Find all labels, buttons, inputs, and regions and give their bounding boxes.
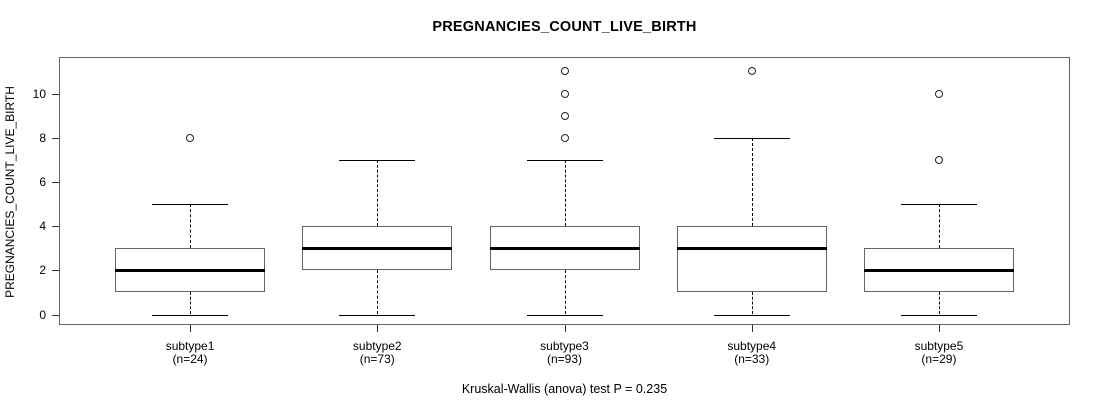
x-category-label: subtype4 (n=33)	[672, 340, 832, 366]
whisker-cap-lower	[339, 314, 416, 316]
whisker-cap-lower	[713, 314, 790, 316]
y-tick	[52, 226, 59, 228]
x-category-n: (n=33)	[734, 352, 770, 366]
y-tick-label: 4	[39, 219, 46, 234]
x-tick	[564, 325, 566, 332]
y-tick-label: 6	[39, 174, 46, 189]
x-tick	[377, 325, 379, 332]
outlier-point	[560, 67, 569, 76]
whisker-cap-lower	[526, 314, 603, 316]
outlier-point	[560, 89, 569, 98]
whisker-cap-upper	[339, 159, 416, 161]
outlier-point	[934, 89, 943, 98]
y-tick	[52, 137, 59, 139]
x-category-name: subtype2	[352, 339, 402, 353]
whisker-cap-upper	[713, 137, 790, 139]
y-tick-label: 2	[39, 263, 46, 278]
x-category-n: (n=73)	[359, 352, 395, 366]
whisker-cap-upper	[526, 159, 603, 161]
whisker-cap-upper	[152, 204, 229, 205]
outlier-point	[186, 133, 195, 142]
stat-test-caption: Kruskal-Wallis (anova) test P = 0.235	[461, 382, 668, 396]
whisker-cap-lower	[900, 314, 977, 316]
outlier-point	[560, 133, 569, 142]
y-tick-label: 10	[32, 86, 46, 101]
y-tick-label: 0	[39, 307, 46, 322]
whisker-cap-lower	[152, 314, 229, 316]
whisker-upper	[377, 159, 379, 227]
y-tick	[52, 181, 59, 183]
y-tick	[52, 314, 59, 316]
x-category-label: subtype1 (n=24)	[110, 340, 270, 366]
x-tick	[938, 325, 940, 332]
y-tick	[52, 270, 59, 272]
x-category-name: subtype3	[540, 339, 589, 353]
median-line	[863, 269, 1014, 273]
x-category-n: (n=93)	[546, 352, 583, 366]
whisker-lower	[751, 292, 753, 315]
x-category-label: subtype2 (n=73)	[297, 340, 457, 366]
y-tick	[52, 93, 59, 95]
median-line	[676, 247, 827, 251]
outlier-point	[934, 155, 943, 164]
whisker-cap-upper	[900, 204, 977, 205]
whisker-lower	[564, 270, 566, 315]
whisker-upper	[564, 159, 566, 227]
whisker-upper	[190, 204, 192, 249]
x-tick	[751, 325, 753, 332]
x-category-n: (n=24)	[172, 352, 208, 366]
x-category-label: subtype3 (n=93)	[485, 340, 645, 366]
outlier-point	[560, 111, 569, 120]
x-category-name: subtype5	[914, 339, 964, 353]
median-line	[115, 269, 266, 273]
median-line	[302, 247, 453, 251]
whisker-upper	[938, 204, 940, 249]
box-iqr	[676, 226, 827, 293]
median-line	[489, 247, 640, 251]
whisker-upper	[751, 137, 753, 227]
x-category-name: subtype1	[165, 339, 215, 353]
x-tick	[190, 325, 192, 332]
x-category-label: subtype5 (n=29)	[859, 340, 1019, 366]
x-category-name: subtype4	[727, 339, 777, 353]
chart-title: PREGNANCIES_COUNT_LIVE_BIRTH	[432, 19, 697, 35]
whisker-lower	[190, 292, 192, 315]
y-tick-label: 8	[39, 130, 46, 145]
x-category-n: (n=29)	[921, 352, 957, 366]
whisker-lower	[938, 292, 940, 315]
y-axis-label: PREGNANCIES_COUNT_LIVE_BIRTH	[3, 86, 17, 298]
outlier-point	[747, 67, 756, 76]
whisker-lower	[377, 270, 379, 315]
